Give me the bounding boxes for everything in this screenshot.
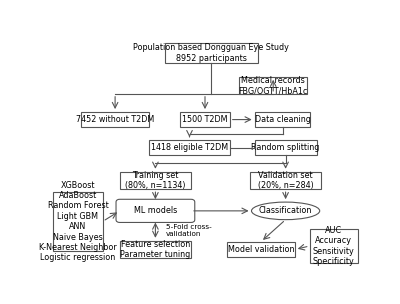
Text: Medical records
FBG/OGTT/HbA1c: Medical records FBG/OGTT/HbA1c — [238, 76, 308, 95]
Text: AUC
Accuracy
Sensitivity
Specificity: AUC Accuracy Sensitivity Specificity — [313, 226, 354, 266]
Text: XGBoost
AdaBoost
Random Forest
Light GBM
ANN
Naive Bayes
K-Nearest Neighbor
Logi: XGBoost AdaBoost Random Forest Light GBM… — [39, 181, 117, 262]
Text: 1418 eligible T2DM: 1418 eligible T2DM — [151, 143, 228, 152]
Text: Random splitting: Random splitting — [252, 143, 320, 152]
FancyBboxPatch shape — [227, 242, 295, 257]
Text: Validation set
(20%, n=284): Validation set (20%, n=284) — [258, 171, 314, 190]
FancyBboxPatch shape — [180, 112, 230, 127]
Text: 5-Fold cross-
validation: 5-Fold cross- validation — [166, 224, 212, 237]
FancyBboxPatch shape — [149, 140, 230, 155]
FancyBboxPatch shape — [120, 241, 191, 258]
Text: Model validation: Model validation — [228, 245, 294, 254]
FancyBboxPatch shape — [239, 77, 307, 95]
FancyBboxPatch shape — [255, 140, 317, 155]
FancyBboxPatch shape — [81, 112, 149, 127]
FancyBboxPatch shape — [255, 112, 310, 127]
Text: Data cleaning: Data cleaning — [254, 115, 310, 124]
Text: 1500 T2DM: 1500 T2DM — [182, 115, 228, 124]
Text: Population based Dongguan Eye Study
8952 participants: Population based Dongguan Eye Study 8952… — [133, 43, 289, 63]
FancyBboxPatch shape — [310, 229, 358, 263]
Text: Classification: Classification — [259, 206, 312, 215]
FancyBboxPatch shape — [116, 199, 195, 223]
FancyBboxPatch shape — [165, 43, 258, 63]
Text: Training set
(80%, n=1134): Training set (80%, n=1134) — [125, 171, 186, 190]
Text: Feature selection
Parameter tuning: Feature selection Parameter tuning — [120, 240, 190, 259]
FancyBboxPatch shape — [53, 192, 103, 251]
FancyBboxPatch shape — [120, 172, 191, 189]
Text: 7452 without T2DM: 7452 without T2DM — [76, 115, 154, 124]
Text: ML models: ML models — [134, 206, 177, 215]
FancyBboxPatch shape — [250, 172, 321, 189]
Ellipse shape — [252, 202, 320, 220]
